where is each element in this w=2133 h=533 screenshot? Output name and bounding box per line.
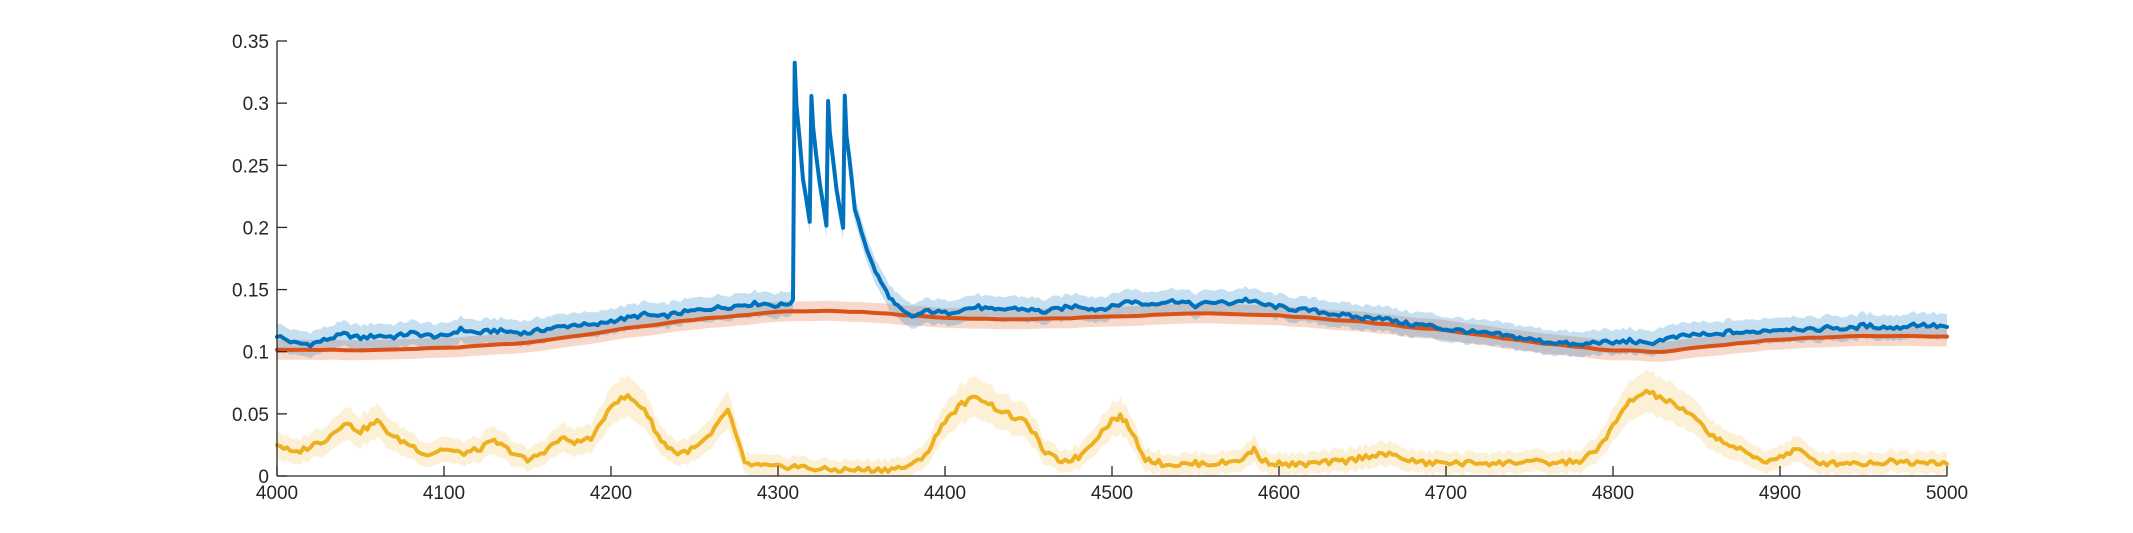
confidence-bands (277, 50, 1947, 476)
series-2-line (275, 308, 1949, 354)
x-tick-label: 4800 (1592, 483, 1634, 504)
x-tick-label: 4100 (423, 483, 465, 504)
x-tick-label: 4400 (924, 483, 966, 504)
series-3-line (275, 388, 1949, 475)
x-tick-label: 4000 (256, 483, 298, 504)
series-1-band (277, 50, 1947, 359)
x-tick-label: 4200 (590, 483, 632, 504)
x-axis-ticks: 4000 4100 4200 4300 4400 4500 4600 4700 4800 4900… (256, 466, 1968, 504)
y-tick-label: 0 (258, 467, 269, 488)
x-tick-label: 4900 (1759, 483, 1801, 504)
x-tick-label: 5000 (1926, 483, 1968, 504)
y-tick-label: 0.25 (232, 156, 269, 177)
x-tick-label: 4300 (757, 483, 799, 504)
y-tick-label: 0.05 (232, 405, 269, 426)
x-tick-label: 4700 (1425, 483, 1467, 504)
series-lines (275, 60, 1949, 475)
y-tick-label: 0.35 (232, 32, 269, 53)
y-tick-label: 0.2 (243, 218, 269, 239)
x-tick-label: 4500 (1091, 483, 1133, 504)
y-tick-label: 0.1 (243, 343, 269, 364)
series-2-band (277, 300, 1947, 362)
y-tick-label: 0.3 (243, 94, 269, 115)
y-axis-ticks: 0 0.05 0.1 0.15 0.2 0.25 0.3 0.35 (232, 32, 287, 488)
series-1-line (275, 60, 1949, 349)
x-tick-label: 4600 (1258, 483, 1300, 504)
y-tick-label: 0.15 (232, 281, 269, 302)
